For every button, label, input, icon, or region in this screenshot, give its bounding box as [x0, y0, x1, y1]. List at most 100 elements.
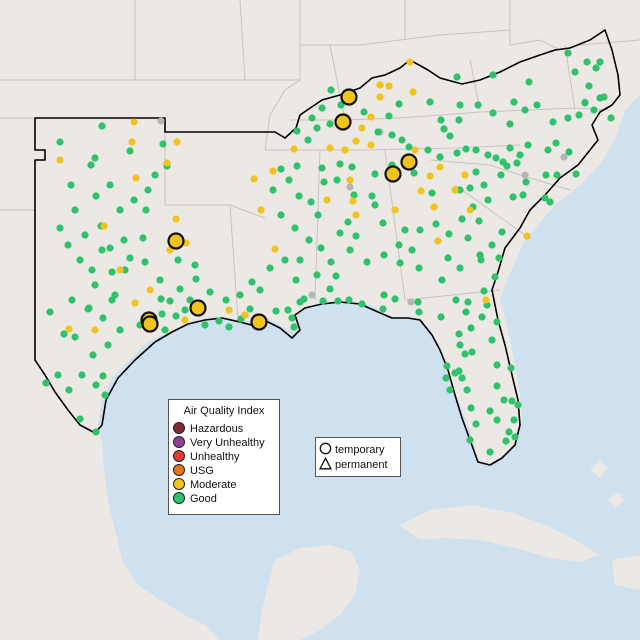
monitor-moderate — [358, 124, 366, 132]
monitor-good — [172, 312, 180, 320]
monitor-good — [106, 181, 114, 189]
monitor-good — [592, 64, 600, 72]
monitor-good — [288, 314, 296, 322]
monitor-good — [290, 323, 298, 331]
monitor-moderate — [116, 266, 124, 274]
monitor-good — [503, 162, 511, 170]
monitor-good — [466, 184, 474, 192]
monitor-good — [158, 310, 166, 318]
monitor-good — [585, 82, 593, 90]
monitor-moderate — [241, 311, 249, 319]
monitor-good — [101, 391, 109, 399]
monitor-good — [477, 256, 485, 264]
monitor-good — [552, 139, 560, 147]
monitor-temporary-moderate — [384, 165, 402, 183]
monitor-good — [541, 194, 549, 202]
monitor-good — [453, 73, 461, 81]
monitor-good — [181, 306, 189, 314]
monitor-good — [380, 251, 388, 259]
monitor-good — [334, 297, 342, 305]
usg-circle-icon — [173, 464, 185, 476]
monitor-good — [437, 313, 445, 321]
monitor-good — [436, 153, 444, 161]
triangle-icon — [319, 457, 332, 470]
monitor-good — [121, 266, 129, 274]
monitor-good — [442, 374, 450, 382]
monitor-good — [99, 314, 107, 322]
monitor-good — [166, 297, 174, 305]
monitor-good — [314, 211, 322, 219]
legend-label: permanent — [335, 459, 388, 471]
monitor-good — [336, 160, 344, 168]
monitor-good — [405, 143, 413, 151]
monitor-good — [472, 420, 480, 428]
monitor-good — [472, 168, 480, 176]
monitor-no-data — [157, 117, 165, 125]
monitor-good — [71, 206, 79, 214]
yucatan-land — [258, 545, 360, 640]
monitor-good — [142, 206, 150, 214]
monitor-good — [500, 396, 508, 404]
monitor-good — [544, 146, 552, 154]
monitor-good — [396, 259, 404, 267]
monitor-good — [346, 246, 354, 254]
monitor-good — [385, 112, 393, 120]
legend-item-moderate: Moderate — [173, 478, 236, 492]
monitor-good — [510, 416, 518, 424]
monitor-good — [92, 428, 100, 436]
monitor-good — [415, 308, 423, 316]
monitor-moderate — [430, 203, 438, 211]
monitor-moderate — [132, 174, 140, 182]
monitor-good — [116, 326, 124, 334]
monitor-good — [553, 171, 561, 179]
monitor-moderate — [173, 138, 181, 146]
monitor-good — [478, 313, 486, 321]
monitor-moderate — [391, 206, 399, 214]
monitor-good — [452, 296, 460, 304]
monitor-moderate — [451, 186, 459, 194]
monitor-good — [486, 448, 494, 456]
monitor-good — [458, 374, 466, 382]
monitor-good — [401, 226, 409, 234]
monitor-good — [206, 288, 214, 296]
legend-label: Hazardous — [190, 423, 244, 435]
monitor-good — [368, 192, 376, 200]
monitor-good — [318, 164, 326, 172]
monitor-good — [466, 436, 474, 444]
monitor-good — [81, 231, 89, 239]
legend-title: Air Quality Index — [183, 405, 265, 417]
monitor-good — [596, 58, 604, 66]
monitor-good — [192, 275, 200, 283]
monitor-moderate — [225, 306, 233, 314]
monitor-good — [455, 116, 463, 124]
monitor-good — [480, 287, 488, 295]
monitor-good — [438, 276, 446, 284]
monitor-moderate — [406, 58, 414, 66]
monitor-good — [99, 372, 107, 380]
legend-label: Unhealthy — [190, 451, 240, 463]
monitor-good — [489, 71, 497, 79]
monitor-good — [507, 364, 515, 372]
monitor-good — [467, 404, 475, 412]
monitor-good — [186, 296, 194, 304]
aqi-legend: Air Quality Index Hazardous Very Unhealt… — [168, 399, 280, 515]
monitor-good — [456, 264, 464, 272]
monitor-good — [327, 258, 335, 266]
monitor-good — [78, 371, 86, 379]
monitor-good — [495, 254, 503, 262]
monitor-good — [572, 170, 580, 178]
monitor-good — [486, 407, 494, 415]
monitor-good — [521, 106, 529, 114]
monitor-moderate — [56, 156, 64, 164]
monitor-good — [292, 276, 300, 284]
monitor-good — [326, 120, 334, 128]
state-border-line — [239, 0, 246, 81]
legend-label: temporary — [335, 444, 385, 456]
unhealthy-circle-icon — [173, 450, 185, 462]
monitor-good — [379, 305, 387, 313]
monitor-good — [590, 106, 598, 114]
monitor-good — [345, 296, 353, 304]
hispaniola-land — [612, 555, 640, 590]
monitor-good — [284, 306, 292, 314]
